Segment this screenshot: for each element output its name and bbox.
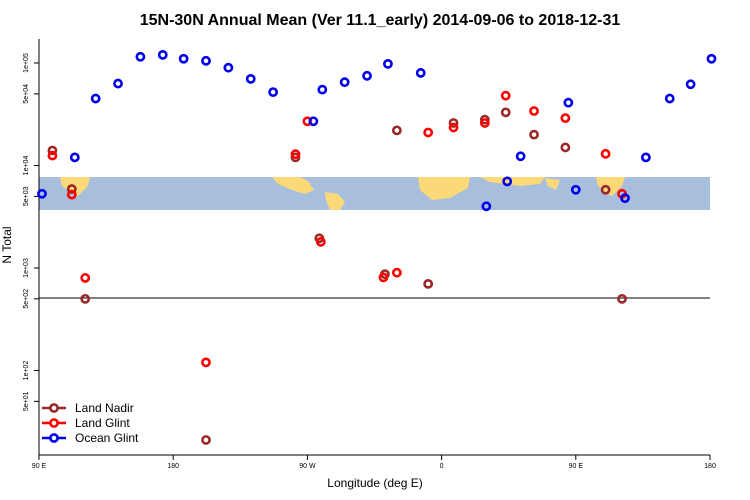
map-land-shape xyxy=(480,177,545,186)
data-point xyxy=(317,84,328,95)
x-axis-label: Longitude (deg E) xyxy=(327,476,422,490)
data-point xyxy=(268,87,279,98)
legend-label: Land Glint xyxy=(75,416,130,430)
x-axis: 90 E 180 90 W 0 90 E 180 xyxy=(32,455,716,470)
x-tick-label: 0 xyxy=(440,463,444,470)
chart-title: 15N-30N Annual Mean (Ver 11.1_early) 201… xyxy=(140,12,621,29)
data-point xyxy=(529,106,539,116)
data-point xyxy=(600,184,611,195)
legend-item: Land Glint xyxy=(42,416,130,430)
data-point xyxy=(80,273,91,283)
x-tick-label: 180 xyxy=(704,463,716,470)
data-point xyxy=(617,293,627,304)
data-point xyxy=(479,118,490,128)
data-point xyxy=(448,118,459,128)
data-point xyxy=(383,58,393,69)
data-point xyxy=(563,97,574,108)
legend-marker xyxy=(49,418,59,428)
map-land-shape xyxy=(272,177,314,194)
y-tick-label: 5e+01 xyxy=(23,391,30,411)
legend-marker xyxy=(49,433,59,443)
data-point xyxy=(500,90,511,101)
x-tick-label: 180 xyxy=(167,463,179,470)
data-point xyxy=(90,93,101,104)
y-tick-label: 1e+05 xyxy=(23,53,30,73)
data-point xyxy=(529,129,539,140)
data-point xyxy=(481,201,492,212)
data-point xyxy=(515,151,526,162)
x-tick-label: 90 W xyxy=(299,463,316,470)
data-point xyxy=(600,148,611,159)
data-point xyxy=(157,49,168,60)
data-point xyxy=(706,53,717,64)
y-tick-label: 1e+03 xyxy=(23,258,30,278)
legend-item: Land Nadir xyxy=(42,401,134,415)
x-tick-label: 90 E xyxy=(32,463,47,470)
y-tick-label: 1e+04 xyxy=(23,156,30,176)
y-axis: 1e+05 5e+04 1e+04 5e+03 1e+03 5e+02 1e+02 5e+01 xyxy=(23,53,39,411)
legend-marker xyxy=(49,403,59,413)
y-tick-label: 1e+02 xyxy=(23,361,30,381)
data-point xyxy=(378,272,389,283)
data-point xyxy=(620,193,630,204)
map-land-shape xyxy=(325,192,345,210)
data-point xyxy=(423,127,434,138)
y-axis-label: N Total xyxy=(0,226,14,263)
data-point xyxy=(201,435,211,445)
data-point xyxy=(47,150,58,161)
series-land-glint xyxy=(47,90,627,368)
data-point xyxy=(500,107,511,118)
data-point xyxy=(135,51,146,62)
map-strip xyxy=(39,177,710,210)
data-point xyxy=(47,145,58,156)
data-point xyxy=(69,152,80,163)
x-tick-label: 90 E xyxy=(569,463,584,470)
data-point xyxy=(640,152,651,163)
map-land-shape xyxy=(545,178,560,190)
y-tick-label: 5e+04 xyxy=(23,84,30,104)
data-point xyxy=(415,68,426,78)
y-tick-label: 5e+02 xyxy=(23,289,30,309)
data-point xyxy=(201,55,211,66)
data-point xyxy=(339,77,350,88)
data-point xyxy=(308,116,319,127)
data-point xyxy=(391,267,402,278)
data-point xyxy=(685,79,696,90)
data-point xyxy=(80,293,91,304)
data-point xyxy=(290,149,301,160)
y-tick-label: 5e+03 xyxy=(23,186,30,206)
data-point xyxy=(664,93,675,104)
data-point xyxy=(178,53,189,64)
data-point xyxy=(201,357,211,368)
data-point xyxy=(391,125,402,136)
data-point xyxy=(423,278,434,289)
legend-label: Ocean Glint xyxy=(75,431,139,445)
series-ocean-glint xyxy=(37,49,717,212)
series-land-nadir xyxy=(47,107,627,445)
legend-item: Ocean Glint xyxy=(42,431,139,445)
data-point xyxy=(66,189,77,200)
data-point xyxy=(315,236,326,247)
data-point xyxy=(560,142,571,153)
data-point xyxy=(113,78,123,89)
data-point xyxy=(37,188,47,199)
plot-frame xyxy=(38,39,710,456)
data-point xyxy=(362,70,372,81)
data-point xyxy=(448,122,459,133)
data-point xyxy=(570,184,581,195)
data-points xyxy=(37,49,717,445)
data-point xyxy=(66,184,77,194)
data-point xyxy=(245,73,256,84)
data-point xyxy=(502,176,513,187)
data-point xyxy=(560,113,571,124)
legend-label: Land Nadir xyxy=(75,401,134,415)
data-point xyxy=(223,62,234,73)
map-land-shape xyxy=(418,177,470,200)
